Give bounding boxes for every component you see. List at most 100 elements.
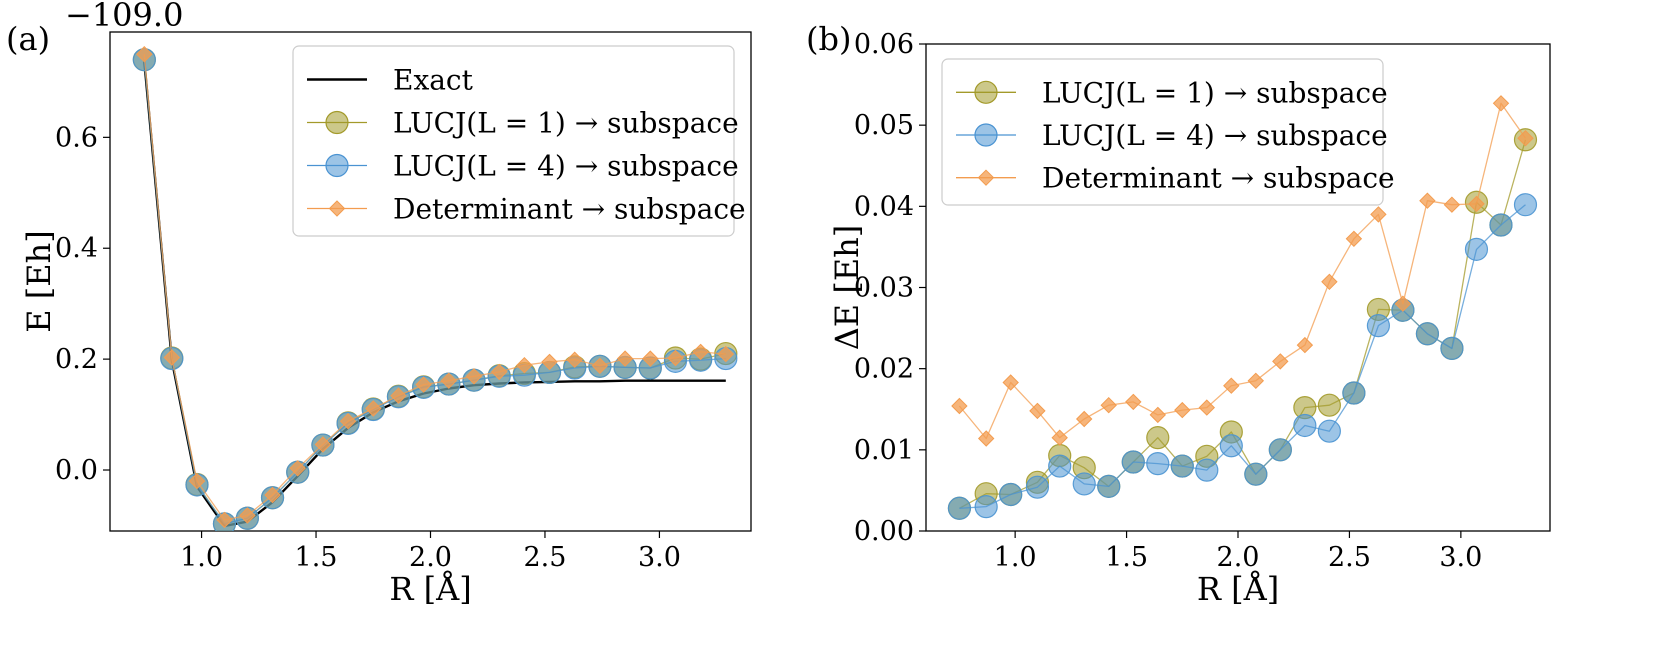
panel-label: (a) (6, 20, 50, 58)
data-point (1415, 322, 1440, 346)
data-point (1075, 410, 1093, 428)
data-point (1317, 419, 1341, 443)
data-point (1468, 195, 1485, 213)
legend-label: LUCJ(L = 4) → subspace (393, 150, 739, 183)
data-point (1296, 336, 1314, 354)
data-point (1198, 399, 1216, 416)
legend-entry-determinant-subspace: Determinant → subspace (307, 193, 746, 226)
series-lucj-l-4-subspace (947, 193, 1538, 520)
data-point (1370, 206, 1387, 223)
data-point (1394, 295, 1412, 312)
y-tick-label: 0.00 (854, 516, 914, 547)
data-point (1247, 372, 1265, 390)
y-tick-label: 0.04 (854, 191, 914, 222)
y-tick-label: 0.03 (854, 273, 914, 304)
legend: Exact LUCJ(L = 1) → subspace LUCJ(L = 4) →… (292, 45, 746, 237)
data-point (163, 349, 181, 366)
x-tick-label: 2.5 (1328, 542, 1371, 573)
y-tick-label: 0.4 (55, 233, 98, 264)
data-point (1492, 95, 1510, 112)
data-point (1149, 406, 1167, 424)
data-point (1419, 192, 1436, 209)
x-tick-label: 2.0 (409, 542, 452, 573)
legend-swatch-marker (977, 169, 995, 186)
data-point (1366, 314, 1391, 338)
legend-entry-lucj-l-4-subspace: LUCJ(L = 4) → subspace (956, 119, 1388, 152)
data-point (1443, 196, 1461, 213)
data-point (1489, 213, 1513, 237)
data-point (136, 45, 153, 63)
data-point (541, 353, 558, 371)
panel-a: 1.0 1.5 2.0 2.5 3.0 0.0 0.2 0.4 0.6 R [Å] E [Eh] (a… (6, 0, 752, 608)
data-point (977, 430, 995, 447)
x-tick-label: 2.0 (1217, 542, 1260, 573)
data-point (1170, 454, 1194, 478)
legend-entry-lucj-l-4-subspace: LUCJ(L = 4) → subspace (307, 150, 739, 183)
data-point (1244, 462, 1268, 486)
data-point (1272, 353, 1289, 370)
data-point (465, 368, 483, 385)
y-tick-label: 0.2 (55, 344, 98, 375)
data-point (1072, 472, 1096, 496)
data-point (1100, 396, 1117, 414)
y-tick-label: 0.05 (854, 110, 914, 141)
data-point (365, 400, 382, 417)
data-point (1513, 193, 1538, 217)
data-point (339, 412, 357, 430)
data-point (717, 345, 735, 363)
data-point (1146, 452, 1170, 476)
data-point (1125, 393, 1142, 411)
data-point (1464, 237, 1489, 261)
y-tick-label: 0.01 (854, 435, 914, 466)
data-point (390, 387, 407, 404)
legend-swatch-marker (328, 200, 346, 217)
data-point (440, 372, 458, 389)
legend-entry-lucj-l-1-subspace: LUCJ(L = 1) → subspace (956, 76, 1388, 109)
panel-label: (b) (806, 20, 851, 58)
axis-offset-label: −109.0 (65, 0, 183, 34)
data-point (216, 511, 233, 529)
legend-label: LUCJ(L = 4) → subspace (1042, 119, 1388, 152)
legend-label: Determinant → subspace (1042, 162, 1395, 195)
plot-area (132, 45, 738, 531)
data-point (314, 436, 332, 453)
data-point (1223, 377, 1240, 394)
x-tick-label: 1.5 (1105, 542, 1148, 573)
legend-entry-lucj-l-1-subspace: LUCJ(L = 1) → subspace (307, 107, 739, 140)
data-point (1002, 374, 1019, 391)
y-tick-label: 0.0 (55, 455, 98, 486)
data-point (1440, 336, 1464, 360)
y-tick-label: 0.06 (854, 29, 914, 60)
data-point (1345, 230, 1363, 248)
data-point (667, 349, 684, 367)
data-point (1321, 273, 1338, 291)
data-point (1097, 474, 1121, 498)
data-point (1051, 429, 1068, 446)
data-point (516, 356, 533, 374)
data-point (1219, 434, 1243, 458)
legend: LUCJ(L = 1) → subspace LUCJ(L = 4) → subs… (941, 58, 1395, 206)
legend-label: LUCJ(L = 1) → subspace (1042, 76, 1388, 109)
x-axis-label: R [Å] (1197, 570, 1279, 608)
data-point (692, 343, 709, 361)
x-tick-label: 1.5 (295, 542, 338, 573)
y-axis-label: ΔE [Eh] (828, 225, 866, 351)
legend-swatch-marker (974, 80, 998, 104)
data-point (566, 351, 583, 368)
x-tick-label: 3.0 (638, 542, 681, 573)
legend-label: LUCJ(L = 1) → subspace (393, 107, 739, 140)
data-point (490, 363, 508, 381)
legend-label: Exact (393, 64, 474, 97)
legend-frame (941, 58, 1384, 206)
data-point (642, 350, 659, 367)
legend-entry-determinant-subspace: Determinant → subspace (956, 162, 1395, 195)
legend-frame (292, 45, 735, 237)
data-point (1342, 381, 1366, 405)
data-point (415, 376, 432, 393)
data-point (1195, 458, 1219, 482)
x-axis-label: R [Å] (389, 570, 471, 608)
legend-swatch-marker (325, 110, 349, 135)
x-tick-label: 1.0 (994, 542, 1037, 573)
x-tick-label: 1.0 (180, 542, 223, 573)
